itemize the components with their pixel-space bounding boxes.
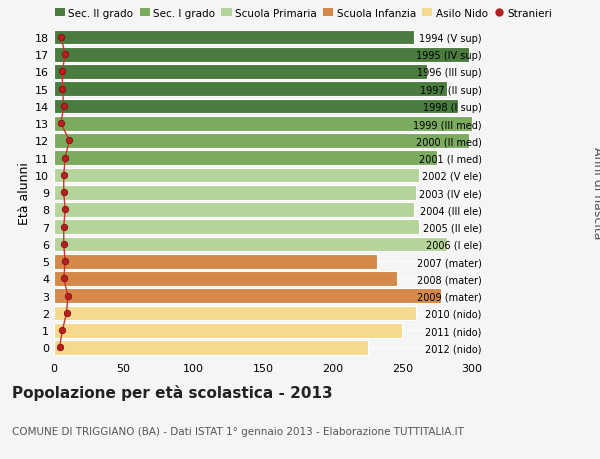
Point [59,241,68,248]
Bar [54,272,397,286]
Point [55,344,64,352]
Legend: Sec. II grado, Sec. I grado, Scuola Primaria, Scuola Infanzia, Asilo Nido, Stran: Sec. II grado, Sec. I grado, Scuola Prim… [55,9,552,19]
Bar [54,117,472,131]
Bar [54,151,437,166]
Text: Popolazione per età scolastica - 2013: Popolazione per età scolastica - 2013 [12,384,332,400]
Text: COMUNE DI TRIGGIANO (BA) - Dati ISTAT 1° gennaio 2013 - Elaborazione TUTTITALIA.: COMUNE DI TRIGGIANO (BA) - Dati ISTAT 1°… [12,426,464,436]
Bar [54,203,413,217]
Point [59,189,68,196]
Point [61,207,70,214]
Bar [54,82,447,97]
Point [61,258,70,265]
Bar [54,168,419,183]
Point [62,309,71,317]
Point [63,292,73,300]
Point [65,138,74,145]
Bar [54,220,419,235]
Point [58,327,67,334]
Point [56,34,66,41]
Point [56,120,66,128]
Point [59,103,68,110]
Bar [54,31,413,45]
Point [59,275,68,283]
Point [61,155,70,162]
Point [61,51,70,59]
Bar [54,48,469,62]
Point [59,172,68,179]
Point [58,86,67,93]
Bar [54,134,469,148]
Bar [54,237,447,252]
Bar [54,341,368,355]
Bar [54,254,377,269]
Bar [54,65,427,79]
Y-axis label: Età alunni: Età alunni [18,162,31,224]
Bar [54,185,416,200]
Text: Anni di nascita: Anni di nascita [590,146,600,239]
Bar [54,306,416,320]
Point [58,68,67,76]
Bar [54,289,442,303]
Bar [54,323,403,338]
Bar [54,100,458,114]
Point [59,224,68,231]
